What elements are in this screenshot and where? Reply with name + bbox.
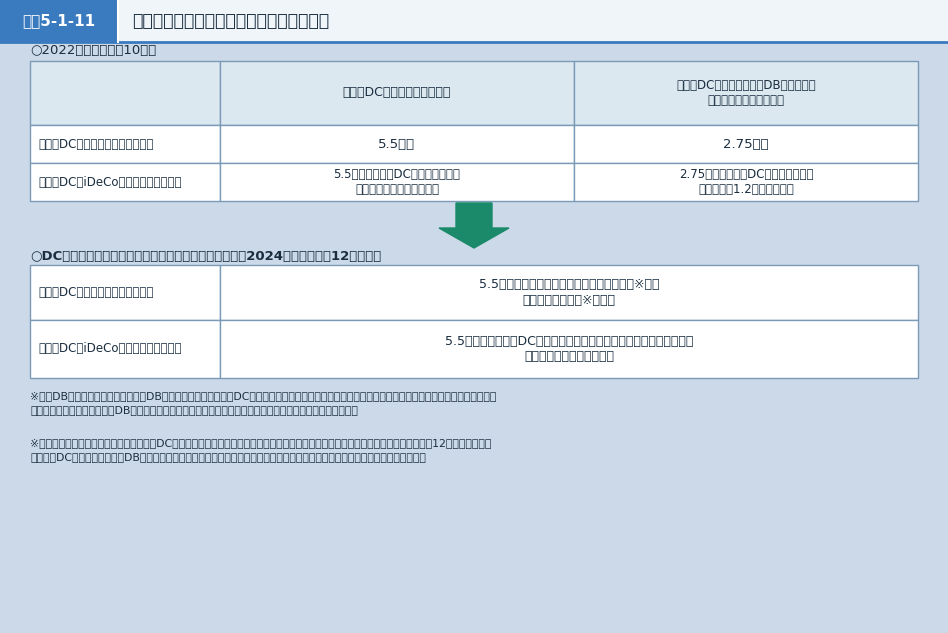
Bar bbox=[30, 125, 220, 163]
Text: 個人型DC（iDeCo）の掛金額（月額）: 個人型DC（iDeCo）の掛金額（月額） bbox=[38, 342, 181, 356]
Bar bbox=[118, 0, 948, 42]
Text: 5.5万円: 5.5万円 bbox=[378, 137, 415, 151]
Text: ※２　経過措置として、施行の際に企業型DCを実施している事業主は、旧制度（現行制度）を適用することとした。ただし、令和６年12月１日以後に企
　　業型DCの事業: ※２ 経過措置として、施行の際に企業型DCを実施している事業主は、旧制度（現行制… bbox=[30, 438, 491, 462]
Bar bbox=[220, 61, 574, 125]
Text: 5.5万円－企業型DCの事業主掛金額
（ただし、２万円を上限）: 5.5万円－企業型DCの事業主掛金額 （ただし、２万円を上限） bbox=[334, 168, 461, 196]
Bar bbox=[30, 265, 220, 320]
Text: 図表5-1-11: 図表5-1-11 bbox=[23, 13, 96, 28]
Text: 2.75万円－企業型DCの事業主掛金額
（ただし、1.2万円を上限）: 2.75万円－企業型DCの事業主掛金額 （ただし、1.2万円を上限） bbox=[679, 168, 813, 196]
Bar bbox=[30, 320, 220, 378]
Text: 5.5万円－（企業型DCの事業主掛金額＋確定給付型の事業主掛金額）
（ただし、２万円を上限）: 5.5万円－（企業型DCの事業主掛金額＋確定給付型の事業主掛金額） （ただし、２… bbox=[445, 335, 693, 363]
Bar bbox=[220, 125, 574, 163]
Text: 5.5万円－確定給付型の事業主掛金相当額（※１）
（経過措置あり（※２））: 5.5万円－確定給付型の事業主掛金相当額（※１） （経過措置あり（※２）） bbox=[479, 279, 659, 306]
Text: ○2022（令和４）年10月〜: ○2022（令和４）年10月〜 bbox=[30, 44, 156, 58]
Text: ○DC拠出限度額に確定給付型の事業主掛金額を反映後（2024（令和６）年12月以降）: ○DC拠出限度額に確定給付型の事業主掛金額を反映後（2024（令和６）年12月以… bbox=[30, 249, 381, 263]
Text: 企業型DCのみに加入する場合: 企業型DCのみに加入する場合 bbox=[343, 87, 451, 99]
Bar bbox=[574, 163, 918, 201]
Polygon shape bbox=[439, 203, 509, 248]
Bar bbox=[30, 163, 220, 201]
Text: 企業型・個人型確定拠出年金の拠出限度額: 企業型・個人型確定拠出年金の拠出限度額 bbox=[132, 12, 329, 30]
Text: 2.75万円: 2.75万円 bbox=[723, 137, 769, 151]
Bar bbox=[220, 265, 918, 320]
Bar bbox=[220, 320, 918, 378]
Bar bbox=[574, 61, 918, 125]
Text: ※１　DB等の他制度掛金相当額は、DB等の給付水準から企業型DCの事業主掛金に相当する額として算定したもので、複数の他制度に加入している場合
　　は合計額。他制: ※１ DB等の他制度掛金相当額は、DB等の給付水準から企業型DCの事業主掛金に相… bbox=[30, 391, 497, 415]
Bar bbox=[30, 61, 220, 125]
Text: 個人型DC（iDeCo）の掛金額（月額）: 個人型DC（iDeCo）の掛金額（月額） bbox=[38, 175, 181, 189]
Bar bbox=[220, 163, 574, 201]
Text: 企業型DCの事業主掛金額（月額）: 企業型DCの事業主掛金額（月額） bbox=[38, 286, 154, 299]
Text: 企業型DCの事業主掛金額（月額）: 企業型DCの事業主掛金額（月額） bbox=[38, 137, 154, 151]
Text: 企業型DCと確定給付型（DB、厚生年金
基金等）に加入する場合: 企業型DCと確定給付型（DB、厚生年金 基金等）に加入する場合 bbox=[676, 79, 816, 107]
Bar bbox=[0, 0, 118, 42]
Bar bbox=[574, 125, 918, 163]
